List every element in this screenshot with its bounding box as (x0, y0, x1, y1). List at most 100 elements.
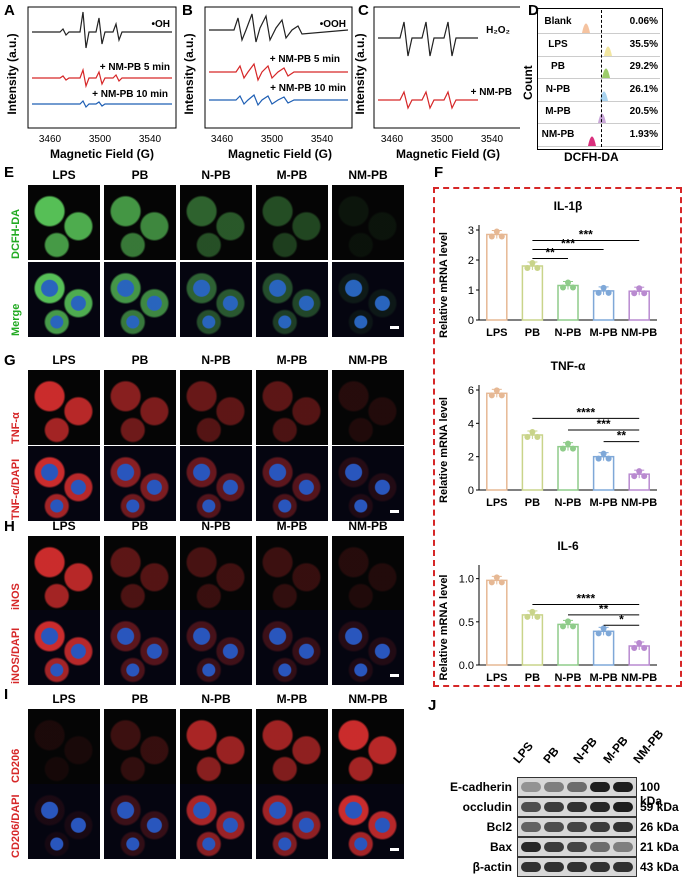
micro-e-col-header: LPS (52, 168, 76, 182)
blot-band (544, 862, 564, 872)
blot-band (521, 862, 541, 872)
micro-i-image (256, 784, 328, 859)
micro-h-image (28, 536, 100, 611)
blot-band (544, 842, 564, 852)
epr-c-trace-nmpb (378, 90, 478, 110)
flow-histogram (600, 91, 608, 101)
significance-label: ** (617, 429, 627, 443)
flow-histogram (602, 68, 610, 78)
data-point (498, 233, 505, 240)
flow-row: Blank 0.06% (538, 12, 660, 34)
flow-xlabel: DCFH-DA (564, 150, 619, 164)
micro-i-col-header: PB (131, 692, 149, 706)
significance-label: **** (576, 592, 595, 606)
micro-e-image (256, 185, 328, 260)
flow-frame (537, 8, 663, 150)
panel-label-i: I (4, 686, 9, 703)
epr-a-label-1: •OH (151, 19, 170, 30)
micro-g-col-header: NM-PB (348, 353, 388, 367)
micro-i-image (104, 709, 176, 784)
flow-histogram (588, 136, 596, 146)
blot-band (590, 782, 610, 792)
bar-chart-ylabel: Relative mRNA level (438, 232, 450, 338)
epr-panel-c: Intensity (a.u.) H₂O₂ + NM-PB 3460 3500 … (353, 6, 520, 161)
micro-e-image (104, 262, 176, 337)
x-tick-label: N-PB (555, 672, 582, 682)
data-point (595, 630, 602, 637)
micro-i-row-label: CD206 (10, 748, 22, 783)
blot-row-label: Bcl2 (486, 820, 512, 834)
blot-kda-label: 43 kDa (640, 860, 679, 874)
significance-label: *** (579, 228, 593, 242)
blot-row-label: occludin (462, 800, 512, 814)
data-point (534, 613, 541, 620)
micro-i-row-label: CD206/DAPI (10, 794, 22, 858)
micro-g-row-label: TNF-α (10, 412, 22, 444)
x-tick-label: M-PB (590, 497, 618, 509)
y-tick-label: 2 (468, 255, 474, 267)
data-point (565, 279, 571, 286)
micro-h-image (256, 536, 328, 611)
micro-e-col-header: NM-PB (348, 168, 388, 182)
micro-h-image (256, 610, 328, 685)
flow-row: N-PB 26.1% (538, 80, 660, 102)
epr-b-tick-3: 3540 (311, 134, 334, 145)
blot-band (544, 782, 564, 792)
micro-i-image (256, 709, 328, 784)
blot-row-label: Bax (489, 840, 512, 854)
bar (486, 233, 508, 321)
micro-h-image (332, 610, 404, 685)
micro-h-image (332, 536, 404, 611)
x-tick-label: PB (525, 327, 540, 339)
micro-i-col-header: LPS (52, 692, 76, 706)
data-point (600, 625, 607, 632)
micro-i-image (28, 784, 100, 859)
epr-c-label-1: H₂O₂ (486, 25, 510, 36)
epr-a-tick-3: 3540 (139, 134, 162, 145)
x-tick-label: PB (525, 497, 540, 509)
epr-a-label-3: + NM-PB 10 min (92, 89, 168, 100)
micro-e-image (332, 185, 404, 260)
micro-i-col-header: N-PB (201, 692, 231, 706)
x-tick-label: M-PB (590, 672, 618, 682)
blot-kda-label: 26 kDa (640, 820, 679, 834)
data-point (641, 645, 648, 651)
micro-g-image (256, 446, 328, 521)
x-tick-label: NM-PB (621, 327, 657, 339)
data-point (498, 392, 505, 399)
data-point (595, 455, 602, 462)
blot-band (613, 802, 633, 812)
y-tick-label: 0 (468, 485, 474, 497)
bar-chart-title: IL-1β (554, 199, 583, 213)
significance-label: *** (561, 237, 575, 251)
micro-g-image (28, 370, 100, 445)
flow-histogram-peak (600, 91, 608, 101)
micro-i-col-header: M-PB (276, 692, 308, 706)
flow-row-value: 35.5% (629, 38, 658, 50)
flow-ylabel: Count (521, 65, 535, 100)
bar (521, 614, 544, 666)
flow-row: PB 29.2% (538, 57, 660, 79)
flow-histogram (582, 23, 590, 33)
data-point (600, 284, 607, 291)
flow-row-value: 29.2% (629, 61, 658, 72)
data-point (534, 265, 541, 271)
blot-strip (517, 817, 637, 837)
data-point (493, 387, 500, 394)
epr-c-tick-2: 3500 (431, 134, 454, 145)
significance-label: * (619, 612, 624, 626)
panel-label-e: E (4, 164, 15, 181)
data-point (636, 640, 643, 646)
data-point (498, 579, 505, 586)
micro-e-image (180, 185, 252, 260)
panel-label-c: C (358, 2, 369, 19)
micro-h-image (104, 610, 176, 685)
bar-chart-ylabel: Relative mRNA level (438, 397, 450, 503)
blot-kda-label: 59 kDa (640, 800, 679, 814)
y-tick-label: 0.0 (459, 660, 474, 672)
blot-kda-label: 100 kDa (640, 780, 663, 808)
flow-histogram (598, 113, 606, 123)
epr-a-xlabel: Magnetic Field (G) (50, 147, 154, 161)
x-tick-label: LPS (486, 327, 507, 339)
x-tick-label: NM-PB (621, 497, 657, 509)
